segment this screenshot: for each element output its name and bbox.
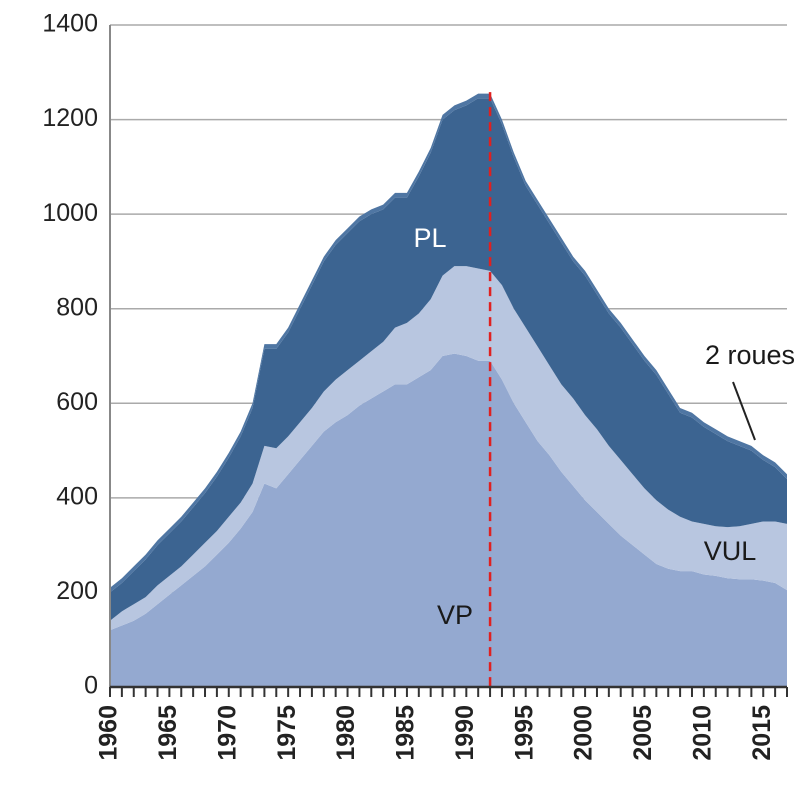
x-tick-label: 1990 — [451, 705, 479, 761]
x-tick-label: 2010 — [688, 705, 716, 761]
series-label: VUL — [704, 536, 757, 566]
x-tick-label: 1960 — [95, 705, 123, 761]
x-tick-label: 1985 — [392, 705, 420, 761]
leader-line — [732, 381, 756, 441]
series-label: PL — [413, 223, 446, 253]
x-tick-label: 2000 — [570, 705, 598, 761]
y-tick-label: 1400 — [42, 10, 98, 38]
area — [110, 353, 787, 687]
areas — [110, 93, 787, 687]
series-label: 2 roues — [705, 340, 795, 370]
y-tick-label: 600 — [56, 388, 98, 416]
y-tick-label: 800 — [56, 293, 98, 321]
y-tick-label: 1200 — [42, 104, 98, 132]
x-tick-label: 1995 — [510, 705, 538, 761]
y-tick-label: 200 — [56, 577, 98, 605]
area — [110, 98, 787, 621]
x-tick-label: 2005 — [629, 705, 657, 761]
x-tick-label: 2015 — [748, 705, 776, 761]
area — [110, 266, 787, 631]
x-tick-label: 1975 — [273, 705, 301, 761]
x-tick-label: 1965 — [154, 705, 182, 761]
y-tick-label: 1000 — [42, 199, 98, 227]
x-tick-label: 1970 — [213, 705, 241, 761]
y-tick-label: 400 — [56, 482, 98, 510]
y-tick-label: 0 — [84, 672, 98, 700]
x-tick-label: 1980 — [332, 705, 360, 761]
series-label: VP — [437, 600, 473, 630]
